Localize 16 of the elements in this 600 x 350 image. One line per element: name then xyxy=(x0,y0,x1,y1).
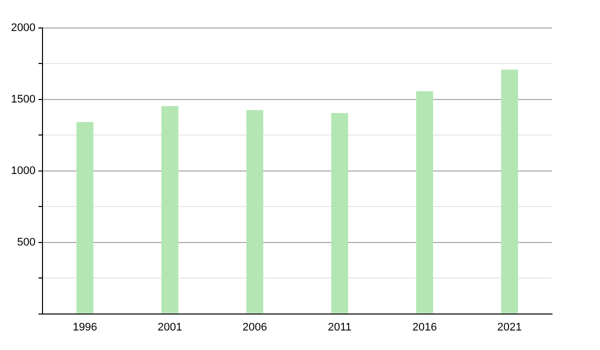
x-tick-label: 2006 xyxy=(242,321,268,334)
bar xyxy=(501,70,518,314)
y-tick-label: 1500 xyxy=(10,93,36,106)
x-tick-label: 2001 xyxy=(158,321,182,334)
bar xyxy=(76,122,94,314)
bar xyxy=(246,110,264,314)
x-tick-label: 2021 xyxy=(497,321,522,334)
x-tick-label: 2011 xyxy=(328,321,352,334)
y-tick-label: 500 xyxy=(17,236,36,248)
x-tick-label: 2016 xyxy=(412,321,437,334)
y-tick-label: 2000 xyxy=(10,22,36,34)
y-tick-label: 1000 xyxy=(10,164,36,177)
bar xyxy=(331,113,348,314)
bar xyxy=(161,106,178,314)
bar xyxy=(416,91,434,314)
x-tick-label: 1996 xyxy=(72,321,98,334)
